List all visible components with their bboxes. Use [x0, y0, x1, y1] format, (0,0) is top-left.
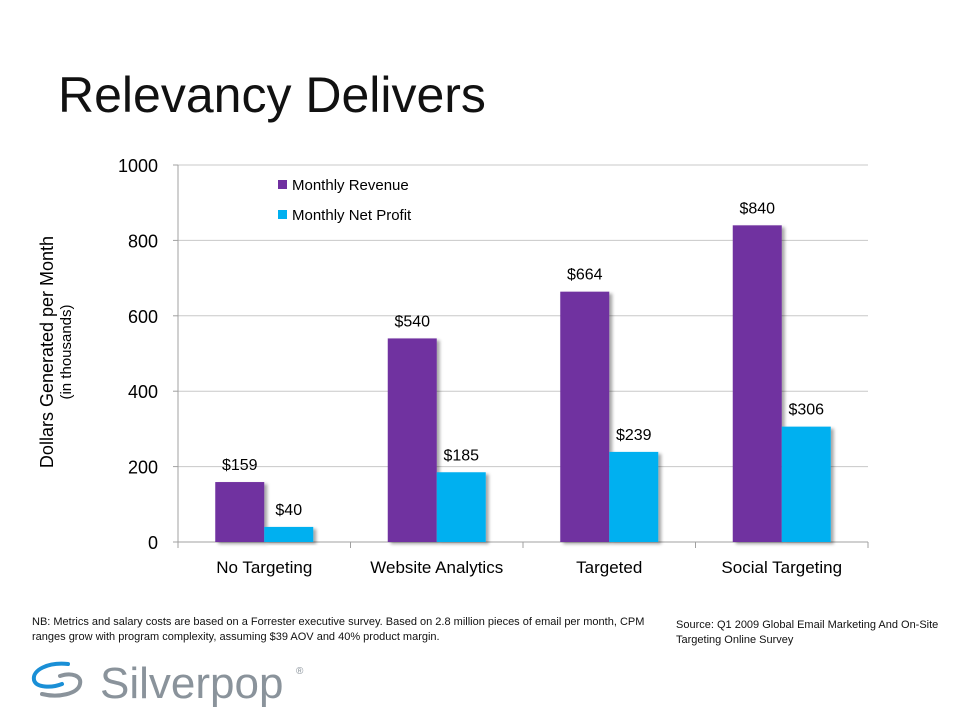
registered-mark-icon: ®	[296, 666, 304, 677]
data-label: $306	[788, 402, 824, 419]
y-tick-label: 0	[148, 533, 158, 553]
bar	[732, 225, 782, 542]
swirl-icon	[31, 661, 83, 698]
y-tick-label: 400	[128, 382, 158, 402]
data-label: $159	[222, 457, 258, 474]
bar	[387, 338, 437, 542]
data-label: $540	[394, 313, 430, 330]
slide-title: Relevancy Delivers	[58, 67, 486, 123]
silverpop-logo: Silverpop ®	[31, 659, 304, 708]
bar	[609, 451, 659, 542]
source-note: Source: Q1 2009 Global Email Marketing A…	[676, 619, 939, 646]
y-tick-label: 1000	[118, 156, 158, 176]
data-label: $185	[443, 447, 479, 464]
legend-entry: Monthly Net Profit	[292, 207, 412, 224]
x-tick-label: Targeted	[576, 558, 642, 577]
bar-chart: 0 200 400 600 800 1000 No Targeting Website Ana…	[118, 156, 869, 577]
y-tick-label: 200	[128, 458, 158, 478]
x-tick-label: Social Targeting	[721, 558, 842, 577]
data-label: $239	[616, 427, 652, 444]
data-label: $40	[275, 502, 302, 519]
bar	[781, 426, 831, 542]
bar	[215, 482, 265, 542]
data-label: $664	[567, 267, 603, 284]
y-tick-label: 600	[128, 307, 158, 327]
legend-swatch	[278, 210, 287, 219]
x-tick-label: No Targeting	[216, 558, 312, 577]
x-tick-label: Website Analytics	[370, 558, 503, 577]
legend-entry: Monthly Revenue	[292, 177, 409, 194]
legend-swatch	[278, 180, 287, 189]
data-label: $840	[739, 200, 775, 217]
bar	[560, 291, 610, 542]
y-tick-label: 800	[128, 231, 158, 251]
bar	[436, 472, 486, 542]
footnote: NB: Metrics and salary costs are based o…	[32, 616, 645, 643]
logo-text: Silverpop	[100, 659, 283, 708]
bar	[264, 526, 314, 542]
